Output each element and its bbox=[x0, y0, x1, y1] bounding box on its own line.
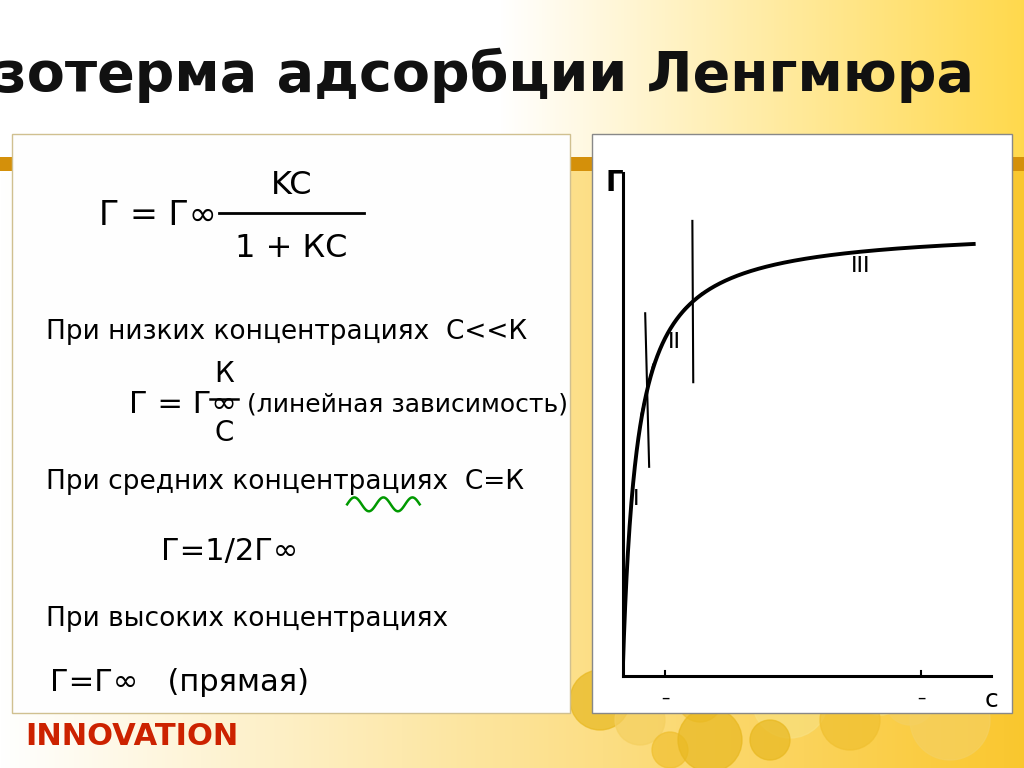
Circle shape bbox=[962, 672, 998, 708]
Text: I: I bbox=[633, 489, 639, 509]
Circle shape bbox=[935, 115, 985, 165]
Circle shape bbox=[820, 155, 860, 195]
Text: Г = Г∞: Г = Г∞ bbox=[129, 389, 238, 419]
Text: II: II bbox=[669, 332, 681, 352]
Circle shape bbox=[870, 540, 930, 600]
Circle shape bbox=[756, 146, 804, 194]
Circle shape bbox=[905, 585, 975, 655]
Circle shape bbox=[835, 110, 905, 180]
Circle shape bbox=[652, 732, 688, 768]
Text: К: К bbox=[214, 359, 234, 388]
Circle shape bbox=[775, 535, 825, 585]
Circle shape bbox=[870, 155, 930, 215]
Circle shape bbox=[752, 102, 808, 158]
Circle shape bbox=[885, 675, 935, 725]
Circle shape bbox=[900, 90, 940, 130]
Circle shape bbox=[734, 104, 766, 136]
Text: –: – bbox=[662, 689, 670, 707]
Circle shape bbox=[632, 652, 688, 708]
Circle shape bbox=[798, 38, 822, 62]
Circle shape bbox=[910, 680, 990, 760]
Circle shape bbox=[728, 628, 792, 692]
Circle shape bbox=[570, 670, 630, 730]
Circle shape bbox=[600, 640, 640, 680]
Circle shape bbox=[752, 662, 828, 738]
Text: c: c bbox=[984, 688, 998, 712]
Bar bbox=[592, 134, 1012, 713]
Circle shape bbox=[920, 600, 1000, 680]
Circle shape bbox=[615, 695, 665, 745]
Text: INNOVATION: INNOVATION bbox=[26, 722, 239, 751]
Text: Г=Г∞   (прямая): Г=Г∞ (прямая) bbox=[50, 668, 309, 697]
Circle shape bbox=[716, 586, 744, 614]
Circle shape bbox=[958, 58, 982, 82]
Text: –: – bbox=[918, 689, 926, 707]
Circle shape bbox=[845, 645, 915, 715]
Text: 1 + КС: 1 + КС bbox=[236, 233, 347, 264]
Circle shape bbox=[806, 116, 834, 144]
Text: KC: KC bbox=[270, 170, 312, 201]
Circle shape bbox=[892, 632, 948, 688]
Circle shape bbox=[785, 605, 835, 655]
Circle shape bbox=[820, 690, 880, 750]
Circle shape bbox=[808, 558, 892, 642]
Circle shape bbox=[742, 42, 778, 78]
Circle shape bbox=[865, 45, 895, 75]
Text: Изотерма адсорбции Ленгмюра: Изотерма адсорбции Ленгмюра bbox=[0, 48, 974, 103]
Circle shape bbox=[712, 552, 788, 628]
Circle shape bbox=[922, 62, 958, 98]
Circle shape bbox=[670, 520, 730, 580]
Text: С: С bbox=[215, 419, 234, 446]
Circle shape bbox=[948, 558, 992, 602]
Text: Г: Г bbox=[605, 169, 623, 197]
Circle shape bbox=[702, 622, 738, 658]
Text: Г = Г∞: Г = Г∞ bbox=[98, 199, 216, 232]
Bar bbox=[12, 134, 570, 713]
Circle shape bbox=[820, 630, 860, 670]
Text: При низких концентрациях  С<<К: При низких концентрациях С<<К bbox=[46, 319, 527, 345]
Text: При высоких концентрациях: При высоких концентрациях bbox=[46, 605, 447, 631]
Text: Г=1/2Г∞: Г=1/2Г∞ bbox=[162, 538, 299, 566]
Text: III: III bbox=[851, 256, 870, 276]
Circle shape bbox=[678, 678, 722, 722]
Circle shape bbox=[664, 604, 696, 636]
Bar bbox=[0, 157, 1024, 170]
Circle shape bbox=[808, 73, 852, 117]
Circle shape bbox=[780, 70, 800, 90]
Circle shape bbox=[928, 178, 972, 222]
Circle shape bbox=[615, 605, 685, 675]
Circle shape bbox=[678, 708, 742, 768]
Text: При средних концентрациях  С=К: При средних концентрациях С=К bbox=[46, 469, 523, 495]
Text: (линейная зависимость): (линейная зависимость) bbox=[247, 392, 567, 416]
Circle shape bbox=[842, 82, 878, 118]
Circle shape bbox=[750, 720, 790, 760]
